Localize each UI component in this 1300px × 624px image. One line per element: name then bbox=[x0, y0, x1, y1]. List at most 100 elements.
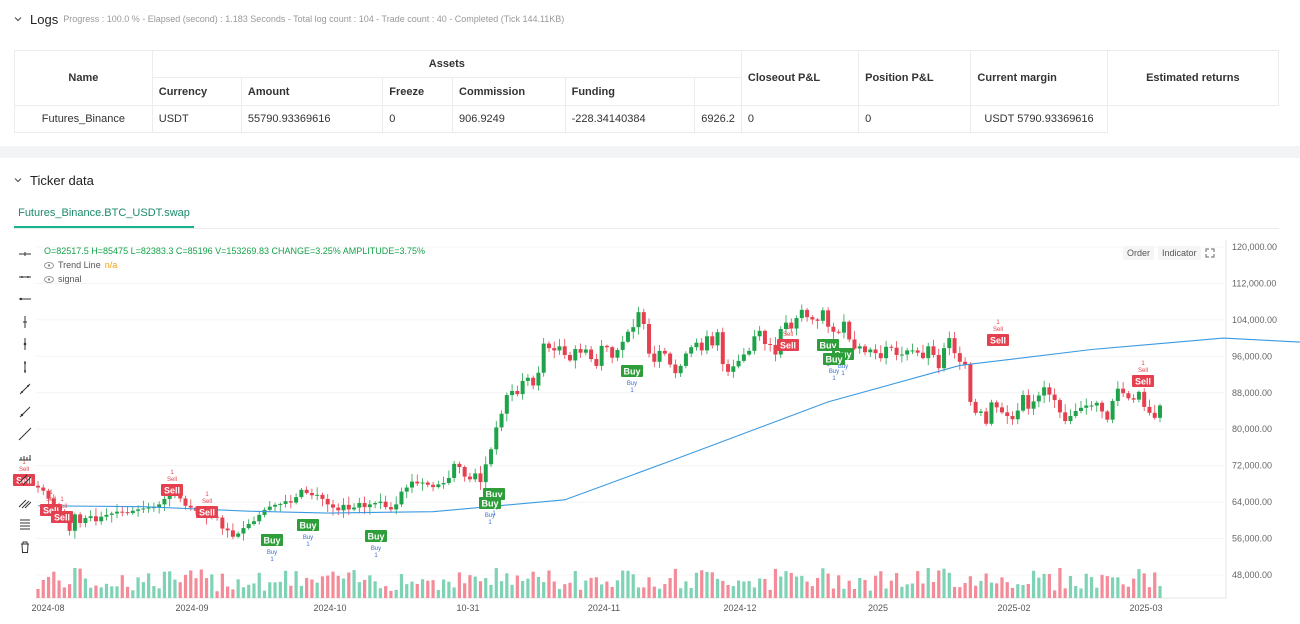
indicator-button[interactable]: Indicator bbox=[1158, 246, 1201, 260]
candle bbox=[625, 331, 630, 342]
fib-channel-icon[interactable] bbox=[14, 491, 36, 514]
crosshair-icon[interactable] bbox=[14, 243, 36, 266]
signal-qty: 1 bbox=[60, 497, 64, 503]
candle bbox=[815, 319, 820, 321]
volume-bar bbox=[1068, 576, 1073, 598]
candle bbox=[710, 336, 715, 346]
horizontal-line-icon[interactable] bbox=[14, 266, 36, 289]
candle bbox=[731, 366, 736, 372]
volume-bar bbox=[447, 581, 451, 598]
drawing-toolbar bbox=[14, 243, 36, 558]
volume-bar bbox=[120, 575, 124, 598]
candle bbox=[546, 343, 551, 349]
volume-bar bbox=[125, 586, 130, 598]
candle bbox=[309, 493, 314, 496]
signal-box bbox=[161, 484, 183, 496]
volume-bar bbox=[652, 586, 656, 598]
candle bbox=[673, 364, 678, 374]
volume-bar bbox=[1105, 576, 1109, 598]
volume-bar bbox=[1021, 585, 1025, 598]
volume-bar bbox=[1074, 585, 1078, 598]
volume-bar bbox=[41, 579, 45, 598]
volume-bar bbox=[557, 588, 562, 598]
signal-sub-label: Sell bbox=[202, 499, 212, 505]
volume-bar bbox=[299, 585, 303, 598]
volume-bar bbox=[494, 568, 498, 598]
signal-qty: 1 bbox=[374, 553, 378, 559]
volume-bar bbox=[573, 570, 577, 598]
text-lines-icon[interactable] bbox=[14, 513, 36, 536]
candle bbox=[620, 341, 625, 350]
candle bbox=[741, 354, 746, 361]
volume-bar bbox=[1058, 568, 1062, 598]
volume-bar bbox=[1147, 587, 1152, 598]
vertical-line-icon[interactable] bbox=[14, 311, 36, 334]
price-chart[interactable]: 120,000.00 112,000.00 104,000.00 96,000.00 8… bbox=[0, 230, 1300, 624]
eye-icon[interactable] bbox=[44, 261, 54, 269]
cross-line-icon[interactable] bbox=[14, 333, 36, 356]
x-tick-label: 2025 bbox=[868, 603, 888, 613]
candle bbox=[1131, 398, 1136, 400]
volume-bar bbox=[895, 573, 899, 598]
volume-bar bbox=[331, 571, 335, 598]
signal-qty: 1 bbox=[49, 490, 53, 496]
cell-funding: -228.34140384 bbox=[564, 105, 696, 133]
fullscreen-icon[interactable] bbox=[1205, 248, 1215, 258]
candle bbox=[994, 402, 999, 408]
y-tick-label: 104,000.00 bbox=[1232, 315, 1277, 325]
candle bbox=[773, 344, 778, 355]
order-button[interactable]: Order bbox=[1123, 246, 1155, 260]
trend-line-value: n/a bbox=[104, 260, 118, 270]
eye-icon[interactable] bbox=[44, 275, 54, 283]
cell-amount: 55790.93369616 bbox=[240, 105, 384, 133]
candle bbox=[726, 364, 731, 372]
signal-sub-label: Sell bbox=[167, 477, 177, 483]
price-label-icon[interactable] bbox=[14, 446, 36, 469]
extended-line-icon[interactable] bbox=[14, 423, 36, 446]
volume-bar bbox=[210, 574, 214, 598]
candle bbox=[984, 411, 989, 424]
candle bbox=[1084, 405, 1089, 408]
volume-bar bbox=[236, 579, 240, 598]
volume-bar bbox=[136, 577, 140, 598]
candle bbox=[583, 349, 588, 353]
candle bbox=[367, 504, 372, 508]
volume-bar bbox=[758, 578, 762, 598]
tab-btc-usdt-swap[interactable]: Futures_Binance.BTC_USDT.swap bbox=[14, 199, 194, 228]
signal-label: Sell bbox=[990, 336, 1006, 346]
candle bbox=[41, 487, 46, 491]
candle bbox=[820, 310, 825, 321]
candle bbox=[857, 346, 862, 349]
volume-bar bbox=[552, 581, 556, 598]
cell-returns: USDT 5790.93369616 bbox=[970, 105, 1108, 133]
volume-bar bbox=[305, 577, 309, 598]
ticker-header[interactable]: Ticker data bbox=[14, 172, 94, 188]
signal-box bbox=[365, 530, 387, 542]
parallel-channel-icon[interactable] bbox=[14, 468, 36, 491]
volume-bar bbox=[405, 584, 409, 598]
volume-bar bbox=[352, 570, 356, 598]
horizontal-ray-icon[interactable] bbox=[14, 288, 36, 311]
signal-sub-label: Buy bbox=[829, 369, 839, 375]
candle bbox=[299, 489, 304, 498]
candle bbox=[894, 347, 899, 355]
logs-header[interactable]: Logs Progress : 100.0 % - Elapsed (secon… bbox=[14, 11, 564, 27]
volume-bar bbox=[442, 579, 446, 598]
candle bbox=[868, 349, 873, 353]
ray-icon[interactable] bbox=[14, 401, 36, 424]
candle bbox=[989, 402, 994, 424]
trend-line-icon[interactable] bbox=[14, 378, 36, 401]
candle bbox=[1100, 402, 1105, 412]
signal-box bbox=[261, 534, 283, 546]
volume-bar bbox=[673, 568, 677, 598]
volume-bar bbox=[473, 576, 477, 598]
vertical-segment-icon[interactable] bbox=[14, 356, 36, 379]
trash-icon[interactable] bbox=[14, 536, 36, 559]
volume-bar bbox=[584, 580, 588, 598]
candle bbox=[1094, 402, 1099, 406]
candle bbox=[768, 344, 773, 346]
signal-sub-label: Sell bbox=[19, 467, 29, 473]
